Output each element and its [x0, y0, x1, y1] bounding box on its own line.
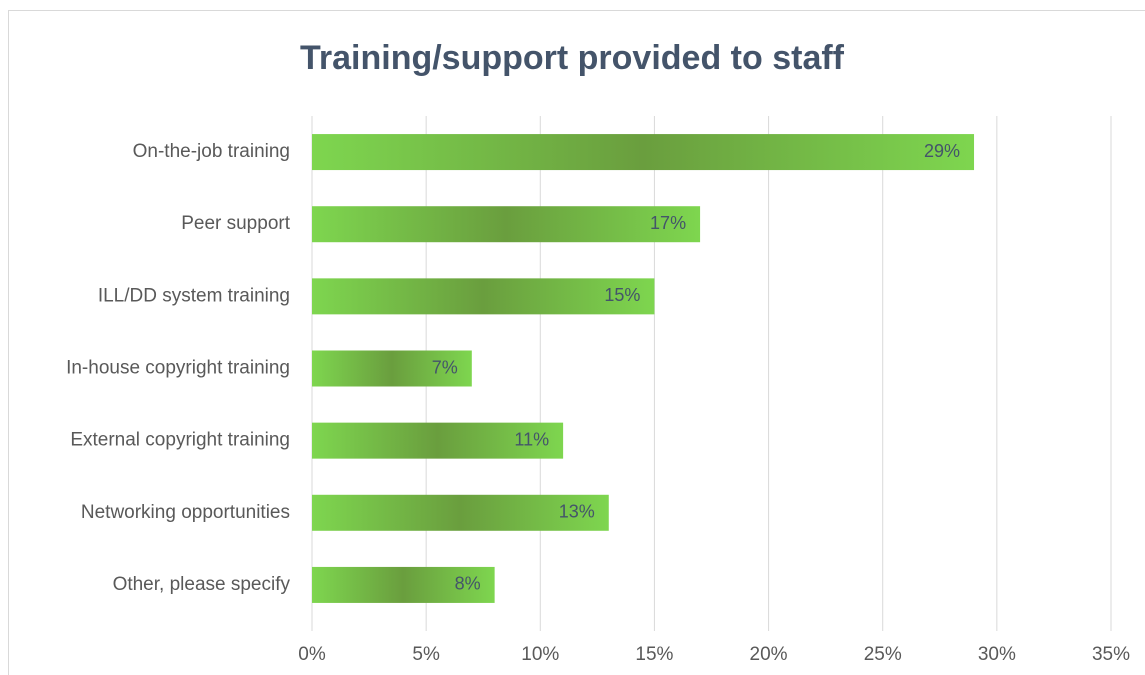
bar — [312, 494, 609, 531]
chart-border — [8, 10, 1145, 675]
value-label: 8% — [455, 574, 481, 594]
x-tick-label: 0% — [298, 644, 326, 665]
bar — [312, 350, 472, 387]
value-label: 7% — [432, 357, 458, 377]
x-tick-label: 20% — [750, 644, 788, 665]
x-tick-label: 25% — [864, 644, 902, 665]
value-label: 13% — [559, 502, 595, 522]
y-tick-label: Networking opportunities — [81, 502, 290, 523]
value-label: 11% — [514, 429, 549, 449]
y-tick-label: On-the-job training — [133, 141, 290, 162]
x-tick-label: 10% — [521, 644, 559, 665]
y-tick-label: Peer support — [181, 213, 291, 234]
x-tick-label: 15% — [635, 644, 673, 665]
y-tick-label: Other, please specify — [113, 574, 291, 595]
value-label: 29% — [924, 141, 960, 161]
y-tick-label: External copyright training — [70, 430, 290, 451]
value-label: 15% — [604, 285, 640, 305]
bar — [312, 206, 701, 243]
x-tick-label: 5% — [412, 644, 440, 665]
bar — [312, 278, 655, 315]
y-tick-label: In-house copyright training — [66, 358, 290, 379]
y-tick-label: ILL/DD system training — [98, 285, 290, 306]
x-tick-label: 35% — [1092, 644, 1130, 665]
x-tick-label: 30% — [978, 644, 1016, 665]
value-label: 17% — [650, 213, 686, 233]
bar — [312, 422, 564, 459]
bar — [312, 566, 495, 603]
bar — [312, 134, 975, 171]
chart-title: Training/support provided to staff — [300, 39, 845, 77]
